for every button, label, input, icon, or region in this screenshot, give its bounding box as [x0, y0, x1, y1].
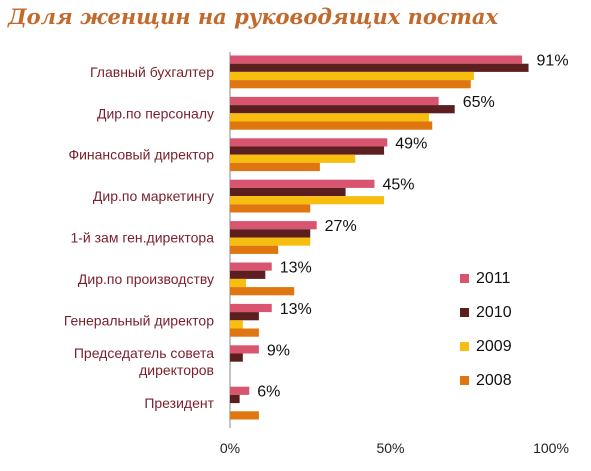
- category-label-6: Дир.по производству: [78, 271, 214, 287]
- bar-2011-4: [230, 179, 375, 188]
- bar-2011-9: [230, 386, 250, 395]
- bar-2010-3: [230, 146, 385, 155]
- bar-2010-7: [230, 312, 259, 321]
- bar-2008-4: [230, 204, 311, 213]
- category-label-7: Генеральный директор: [64, 312, 214, 328]
- legend-swatch-2009: [460, 342, 469, 351]
- bar-2008-7: [230, 328, 259, 337]
- bar-2010-1: [230, 63, 529, 72]
- data-label-7: 13%: [280, 301, 312, 318]
- category-label-1: Главный бухгалтер: [90, 64, 214, 80]
- legend-label-2008: 2008: [476, 372, 512, 389]
- bar-2010-8: [230, 353, 243, 362]
- bar-2009-5: [230, 237, 311, 246]
- data-label-3: 49%: [395, 135, 427, 152]
- bar-2010-9: [230, 394, 240, 404]
- category-label-4: Дир.по маркетингу: [93, 188, 214, 204]
- legend-swatch-2011: [460, 274, 469, 283]
- bar-2008-2: [230, 121, 433, 130]
- legend-label-2011: 2011: [476, 270, 511, 287]
- bar-2010-4: [230, 187, 346, 197]
- bar-2009-2: [230, 113, 430, 122]
- bar-2010-5: [230, 229, 311, 238]
- bar-2009-7: [230, 320, 243, 329]
- bar-2009-4: [230, 196, 385, 205]
- category-label-5: 1-й зам ген.директора: [70, 230, 214, 246]
- bar-2010-6: [230, 270, 266, 279]
- data-label-6: 13%: [280, 260, 312, 277]
- bar-2011-1: [230, 55, 523, 64]
- legend-label-2009: 2009: [476, 338, 512, 355]
- category-label-3: Финансовый директор: [68, 147, 214, 163]
- bar-2008-3: [230, 162, 320, 172]
- x-tick-label-3: 100%: [533, 440, 569, 456]
- bar-2011-7: [230, 303, 272, 313]
- bar-2009-6: [230, 278, 247, 288]
- legend-swatch-2008: [460, 376, 469, 385]
- bar-2011-8: [230, 345, 259, 354]
- data-label-2: 65%: [463, 94, 495, 111]
- bar-2011-6: [230, 262, 272, 271]
- bar-2009-1: [230, 71, 474, 81]
- bar-2011-5: [230, 221, 317, 230]
- bar-2008-5: [230, 245, 279, 254]
- data-label-1: 91%: [537, 53, 569, 70]
- data-label-8: 9%: [267, 342, 290, 359]
- category-label-2: Дир.по персоналу: [97, 105, 214, 121]
- category-label-8-line-2: директоров: [139, 362, 214, 378]
- bar-2008-1: [230, 80, 471, 89]
- bar-2011-3: [230, 138, 388, 147]
- x-tick-label-1: 0%: [220, 440, 240, 456]
- bar-2010-2: [230, 105, 455, 114]
- bar-2008-6: [230, 287, 295, 296]
- chart-title: Доля женщин на руководящих постах: [8, 4, 499, 29]
- category-label-8-line-1: Председатель совета: [74, 345, 214, 361]
- legend-label-2010: 2010: [476, 304, 512, 321]
- legend-swatch-2010: [460, 308, 469, 317]
- data-label-5: 27%: [325, 218, 357, 235]
- bar-2011-2: [230, 96, 439, 106]
- bar-2008-9: [230, 411, 259, 420]
- bar-2009-3: [230, 154, 356, 163]
- category-label-9: Президент: [144, 395, 214, 411]
- data-label-4: 45%: [382, 177, 414, 194]
- x-tick-label-2: 50%: [376, 440, 404, 456]
- data-label-9: 6%: [257, 384, 280, 401]
